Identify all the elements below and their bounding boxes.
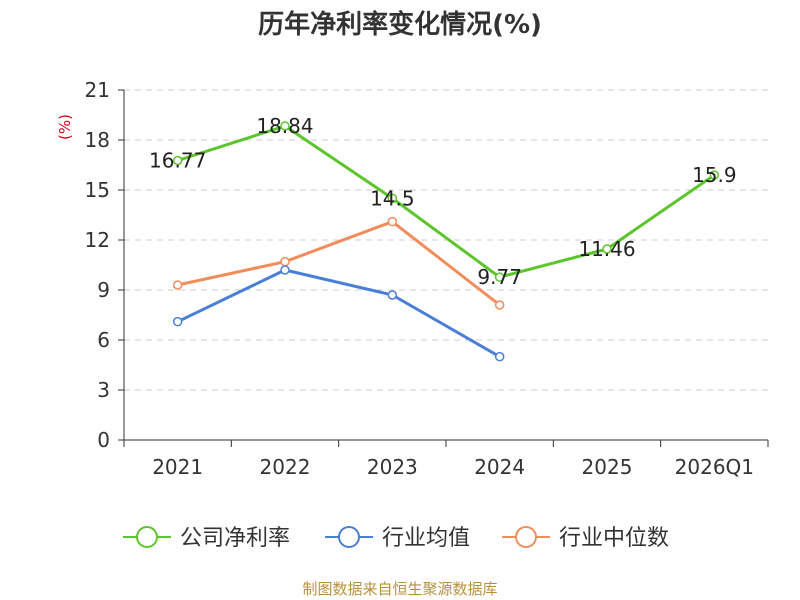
point-3-2023[interactable] [387, 216, 398, 227]
point-1-2021[interactable] [172, 155, 183, 166]
x-tick-label-2026Q1: 2026Q1 [675, 455, 754, 479]
data-labels: 16.77 18.84 14.5 9.77 11.46 15.9 [149, 114, 737, 289]
point-1-2026Q1[interactable] [709, 170, 720, 180]
y-tick-label-18: 18 [85, 128, 110, 152]
x-tick-label-2021: 2021 [152, 455, 203, 479]
x-tick-label-2025: 2025 [582, 455, 633, 479]
point-1-2024[interactable] [494, 272, 505, 282]
point-2-2023[interactable] [387, 290, 398, 300]
axes: 0 3 6 9 12 15 18 21 2021 2022 2023 2024 2025 2026Q1 [85, 78, 769, 479]
point-2-2022[interactable] [280, 265, 290, 275]
series-group [172, 121, 720, 362]
legend-marker-2 [338, 526, 360, 548]
legend-label-1: 公司净利率 [180, 526, 290, 551]
point-1-2023[interactable] [387, 193, 398, 204]
legend-marker-3 [515, 526, 537, 548]
gridlines [124, 89, 768, 391]
data-label-2022: 18.84 [256, 114, 313, 138]
y-tick-label-21: 21 [85, 78, 110, 102]
point-3-2024[interactable] [494, 300, 505, 310]
series-line-3 [177, 220, 501, 307]
point-3-2021[interactable] [172, 280, 183, 290]
data-label-2021: 16.77 [149, 149, 206, 173]
legend-marker-1 [136, 526, 158, 548]
point-2-2024[interactable] [494, 351, 505, 362]
x-tick-label-2023: 2023 [367, 455, 418, 479]
series-1 [172, 121, 720, 282]
series-2 [172, 265, 505, 362]
y-axis-unit: (%) [56, 114, 74, 140]
x-tick-label-2024: 2024 [474, 455, 525, 479]
data-label-2023: 14.5 [370, 186, 415, 210]
y-tick-label-6: 6 [97, 328, 110, 352]
data-label-2025: 11.46 [578, 237, 635, 261]
legend-item-2[interactable]: 行业均值 [325, 526, 470, 551]
series-line-1 [177, 124, 716, 279]
y-tick-label-12: 12 [85, 228, 110, 252]
y-tick-label-9: 9 [97, 278, 110, 302]
legend[interactable]: 公司净利率 行业均值 行业中位数 [123, 526, 669, 551]
point-3-2022[interactable] [280, 256, 290, 267]
source-note: 制图数据来自恒生聚源数据库 [302, 580, 497, 598]
legend-item-3[interactable]: 行业中位数 [502, 526, 669, 551]
y-tick-label-3: 3 [97, 378, 110, 402]
y-tick-label-15: 15 [85, 178, 110, 202]
series-3 [172, 216, 505, 310]
point-1-2025[interactable] [602, 244, 612, 254]
data-label-2026Q1: 15.9 [692, 163, 737, 187]
legend-label-2: 行业均值 [382, 526, 470, 551]
x-tick-label-2022: 2022 [260, 455, 311, 479]
point-1-2022[interactable] [280, 121, 290, 131]
chart-title: 历年净利率变化情况(%) [258, 9, 542, 40]
data-label-2024: 9.77 [477, 265, 522, 289]
legend-item-1[interactable]: 公司净利率 [123, 526, 290, 551]
point-2-2021[interactable] [172, 316, 183, 327]
y-tick-label-0: 0 [97, 428, 110, 452]
series-line-2 [177, 268, 501, 358]
legend-label-3: 行业中位数 [559, 526, 669, 551]
